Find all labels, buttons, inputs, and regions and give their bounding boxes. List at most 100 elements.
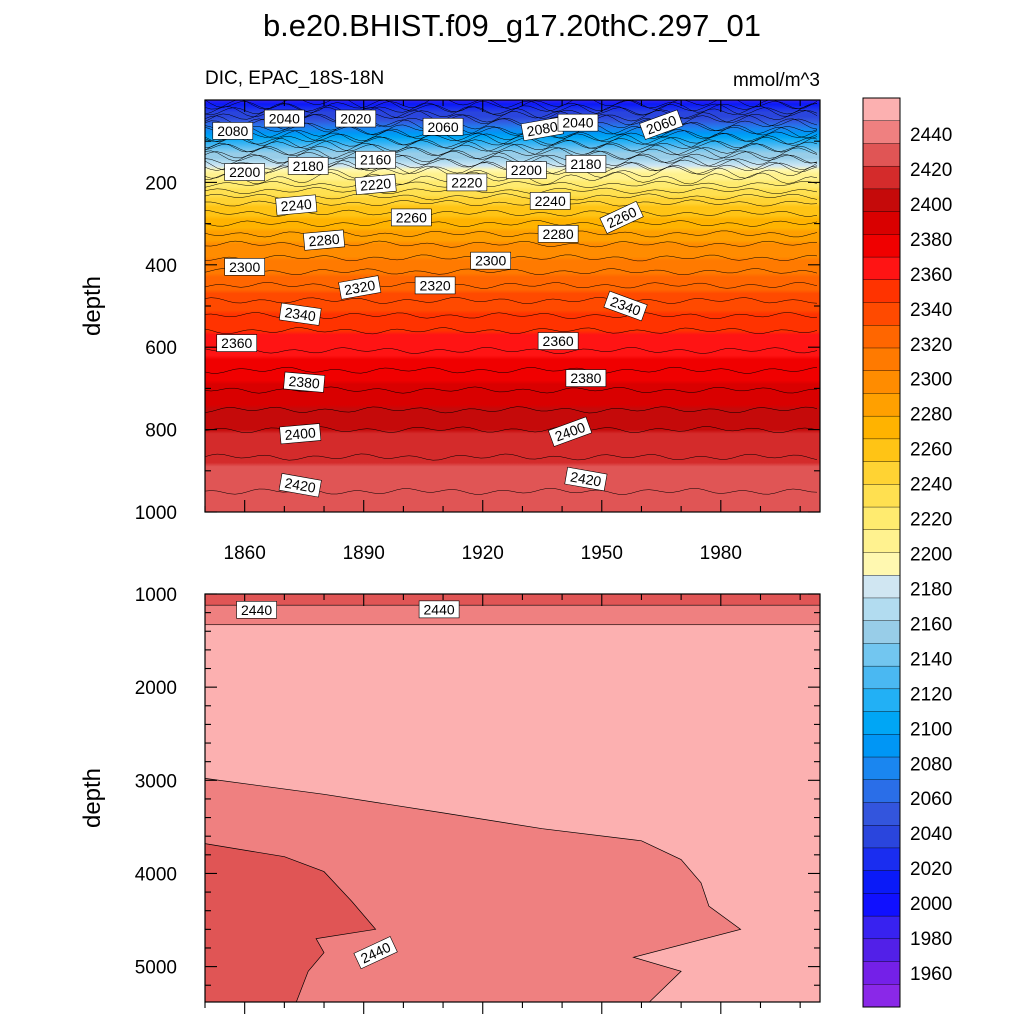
colorbar-label: 1960	[910, 964, 952, 985]
contour-label: 2380	[283, 371, 326, 393]
svg-text:2360: 2360	[543, 333, 574, 349]
contour-line	[205, 366, 818, 374]
contour-line	[205, 109, 818, 124]
contour-label: 2380	[565, 369, 607, 387]
colorbar-box	[862, 484, 901, 508]
contour-label: 2420	[278, 473, 322, 498]
colorbar-box	[862, 825, 901, 849]
contour-label: 2300	[224, 258, 265, 276]
colorbar-box	[862, 688, 901, 713]
svg-text:2420: 2420	[569, 468, 603, 489]
y-tick-label: 200	[145, 173, 177, 194]
y-tick-label: 4000	[135, 864, 177, 885]
contour-line	[205, 129, 818, 143]
contour-label: 2180	[287, 157, 329, 175]
svg-text:2280: 2280	[543, 226, 574, 242]
colorbar-box	[862, 552, 901, 576]
colorbar-box	[862, 211, 901, 235]
contour-line	[205, 254, 818, 262]
svg-text:2340: 2340	[284, 304, 317, 324]
colorbar-box	[862, 575, 901, 599]
lower-top-band	[205, 594, 820, 606]
contour-line	[205, 297, 818, 304]
upper-y-axis-label: depth	[79, 276, 106, 336]
colorbar-box	[862, 893, 901, 917]
svg-text:2040: 2040	[562, 115, 593, 131]
contour-line	[205, 187, 818, 194]
svg-text:2320: 2320	[420, 277, 451, 293]
colorbar-label: 2400	[910, 195, 952, 216]
colorbar-label: 2420	[910, 160, 952, 181]
contour-label: 2400	[279, 423, 322, 445]
y-tick-label: 1000	[135, 503, 177, 524]
contour-line	[205, 136, 818, 150]
contour-line	[205, 122, 818, 136]
svg-text:2440: 2440	[241, 602, 272, 618]
svg-text:2160: 2160	[360, 152, 391, 168]
colorbar-box	[862, 325, 901, 349]
colorbar-label: 2160	[910, 614, 952, 635]
colorbar-box	[862, 347, 901, 372]
svg-text:2080: 2080	[526, 118, 560, 139]
colorbar-label: 2020	[910, 859, 952, 880]
colorbar-label: 2380	[910, 230, 952, 251]
colorbar-label: 2340	[910, 300, 952, 321]
contour-label: 2080	[520, 116, 564, 142]
y-tick-label: 800	[145, 421, 177, 442]
svg-text:2020: 2020	[340, 111, 371, 127]
colorbar-label: 2260	[910, 440, 952, 461]
colorbar-box	[862, 847, 901, 872]
svg-text:2180: 2180	[293, 158, 324, 174]
colorbar-box	[862, 938, 901, 963]
colorbar-label: 2120	[910, 684, 952, 705]
colorbar-label: 2080	[910, 754, 952, 775]
colorbar-label: 1980	[910, 929, 952, 950]
contour-label: 2080	[212, 122, 254, 140]
colorbar-box	[862, 438, 901, 463]
svg-text:2380: 2380	[288, 373, 321, 392]
colorbar-box	[862, 620, 901, 644]
contour-label: 2260	[391, 208, 432, 227]
colorbar-label: 2320	[910, 335, 952, 356]
svg-text:2360: 2360	[221, 335, 252, 351]
x-tick-label: 1980	[700, 543, 742, 564]
upper-panel: 200 400 600 800 1000 1860 1890 1920 1950 1980 208…	[79, 99, 821, 564]
colorbar-box	[862, 165, 901, 190]
contour-label: 2040	[264, 109, 305, 128]
svg-text:2300: 2300	[229, 259, 260, 275]
colorbar-box	[862, 802, 901, 826]
y-tick-label: 2000	[135, 678, 177, 699]
chart-subtitle-right: mmol/m^3	[733, 70, 820, 91]
contour-line	[205, 386, 818, 394]
colorbar-frame	[862, 97, 901, 1008]
contour-label: 2320	[414, 276, 456, 295]
contour-label: 2220	[446, 173, 488, 192]
colorbar-box	[862, 734, 901, 758]
svg-text:2180: 2180	[570, 156, 601, 172]
colorbar-box	[862, 870, 901, 894]
colorbar-box	[862, 961, 901, 985]
colorbar-box	[862, 256, 901, 281]
colorbar-label: 2000	[910, 894, 952, 915]
colorbar: 2440 2420 2400 2380 2360 2340 2320 2300 2280 2260…	[862, 97, 952, 1008]
contour-line	[205, 139, 818, 153]
colorbar-box	[862, 984, 901, 1008]
colorbar-box	[862, 120, 901, 144]
contour-label: 2240	[529, 192, 571, 210]
colorbar-box	[862, 415, 901, 440]
y-tick-label: 3000	[135, 771, 177, 792]
y-tick-label: 400	[145, 256, 177, 277]
colorbar-label: 2220	[910, 510, 952, 531]
contour-line	[205, 268, 818, 276]
colorbar-label: 2360	[910, 265, 952, 286]
contour-label: 2020	[335, 109, 377, 128]
y-tick-label: 600	[145, 338, 177, 359]
lower-regions	[205, 594, 820, 1002]
colorbar-label: 2040	[910, 824, 952, 845]
contour-label: 2440	[418, 600, 460, 619]
contour-label: 2280	[537, 225, 579, 243]
contour-label: 2200	[506, 161, 547, 179]
svg-text:2040: 2040	[269, 111, 300, 127]
